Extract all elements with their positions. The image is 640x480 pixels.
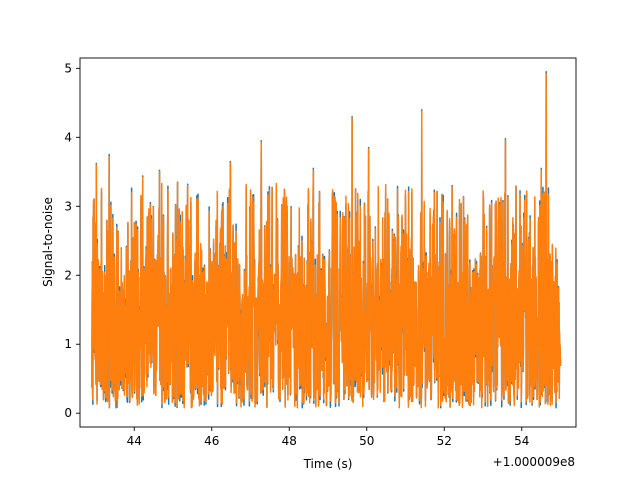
y-axis: 0 1 2 3 4 5: [64, 61, 80, 420]
axes-frame: [79, 57, 577, 428]
x-tick-label: 48: [282, 434, 297, 448]
y-tick-label: 0: [64, 406, 72, 420]
x-axis-label: Time (s): [303, 457, 353, 471]
x-offset-label: +1.000009e8: [493, 455, 575, 469]
x-tick-label: 54: [514, 434, 529, 448]
y-tick-label: 5: [64, 61, 72, 75]
y-tick-label: 4: [64, 130, 72, 144]
x-tick-label: 46: [204, 434, 219, 448]
y-tick-label: 1: [64, 337, 72, 351]
x-tick-label: 50: [359, 434, 374, 448]
y-axis-label: Signal-to-noise: [41, 197, 55, 287]
x-axis: 44 46 48 50 52 54: [127, 427, 529, 448]
plot-area: [90, 71, 562, 409]
x-tick-label: 52: [437, 434, 452, 448]
series-line-1: [91, 73, 562, 409]
y-tick-label: 3: [64, 199, 72, 213]
x-tick-label: 44: [127, 434, 142, 448]
y-tick-label: 2: [64, 268, 72, 282]
